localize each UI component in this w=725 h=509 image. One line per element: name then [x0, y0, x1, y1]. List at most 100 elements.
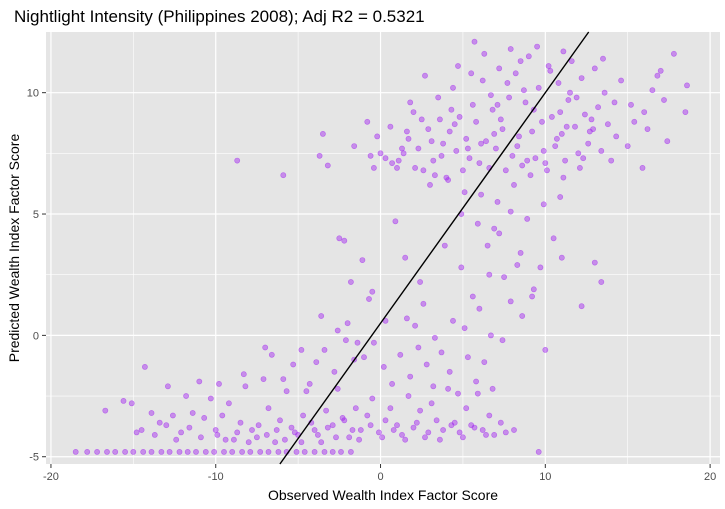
data-point [277, 417, 283, 424]
data-point [225, 400, 232, 407]
data-point [273, 427, 280, 433]
data-point [346, 434, 353, 441]
data-point [230, 436, 237, 443]
data-point [333, 434, 339, 441]
data-point [420, 300, 427, 307]
data-point [329, 448, 336, 455]
data-point [684, 82, 690, 89]
data-point [382, 155, 389, 162]
data-point [122, 448, 128, 455]
y-tick-label: 0 [33, 330, 39, 342]
data-point [608, 157, 615, 164]
data-point [394, 422, 400, 429]
data-point [370, 164, 377, 171]
data-point [219, 412, 226, 419]
data-point [568, 58, 575, 64]
data-point [511, 427, 517, 433]
data-point [418, 116, 425, 123]
data-point [394, 164, 400, 171]
data-point [420, 167, 427, 174]
data-point [507, 208, 514, 215]
data-point [298, 346, 305, 353]
data-point [260, 376, 267, 382]
data-point [262, 344, 269, 351]
data-point [497, 116, 504, 123]
data-point [84, 448, 91, 455]
data-point [422, 434, 428, 441]
data-point [628, 101, 634, 108]
data-point [216, 380, 222, 387]
data-point [590, 126, 596, 133]
data-point [412, 164, 418, 171]
data-point [290, 361, 297, 368]
data-point [359, 257, 366, 263]
data-point [461, 189, 468, 196]
data-point [367, 152, 374, 159]
data-point [370, 339, 377, 346]
data-point [112, 448, 119, 455]
data-point [380, 363, 387, 370]
x-tick-label: 10 [539, 471, 551, 483]
data-point [221, 448, 227, 455]
data-point [234, 157, 241, 164]
data-point [323, 407, 329, 414]
data-point [578, 75, 585, 81]
data-point [534, 43, 540, 50]
data-point [512, 70, 519, 77]
data-point [519, 162, 526, 169]
data-point [324, 162, 331, 169]
data-point [440, 140, 446, 147]
data-point [431, 172, 438, 179]
data-point [469, 293, 476, 300]
data-point [193, 448, 199, 455]
data-point [138, 427, 145, 433]
data-point [392, 218, 399, 225]
data-point [535, 448, 542, 455]
data-point [268, 351, 275, 358]
data-point [164, 383, 171, 390]
data-point [334, 327, 341, 334]
data-point [540, 147, 547, 154]
data-point [562, 157, 568, 164]
data-point [450, 317, 456, 324]
data-point [176, 448, 183, 455]
data-point [288, 424, 295, 431]
data-point [479, 77, 486, 84]
data-point [245, 439, 252, 446]
data-point [601, 89, 608, 96]
data-point [529, 128, 535, 135]
data-point [72, 448, 79, 455]
data-point [361, 354, 367, 361]
data-point [474, 220, 481, 227]
data-point [367, 422, 374, 429]
data-point [532, 155, 539, 162]
data-point [173, 436, 180, 443]
data-point [565, 97, 572, 103]
data-point [489, 385, 496, 392]
data-point [591, 259, 598, 266]
data-point [560, 174, 567, 181]
data-point [403, 315, 410, 322]
data-point [399, 431, 405, 438]
data-point [104, 448, 110, 455]
data-point [530, 286, 537, 293]
data-point [405, 135, 412, 142]
data-point [507, 46, 514, 52]
data-point [263, 431, 270, 438]
data-point [300, 412, 306, 419]
data-point [324, 424, 331, 431]
data-point [415, 344, 422, 351]
data-point [496, 230, 503, 237]
data-point [661, 97, 667, 103]
data-point [631, 118, 638, 125]
data-point [458, 264, 465, 271]
data-point [403, 128, 410, 135]
y-tick-label: -5 [29, 452, 39, 464]
data-point [580, 155, 587, 162]
data-point [293, 448, 300, 455]
data-point [491, 225, 498, 232]
data-point [141, 363, 148, 370]
data-point [425, 429, 432, 436]
data-point [522, 99, 529, 106]
data-point [598, 279, 605, 285]
